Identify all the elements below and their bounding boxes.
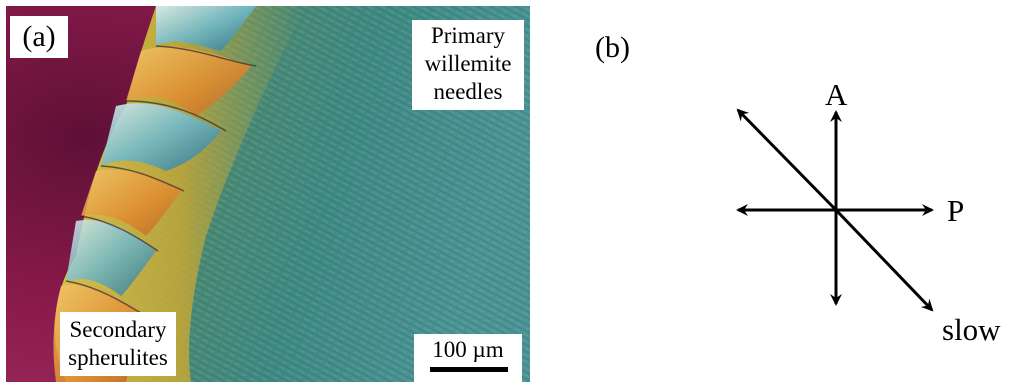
polarizer-orientation-diagram: A P slow [736, 77, 1001, 347]
primary-label-line-1: Primary [430, 23, 506, 48]
primary-label-line-3: needles [433, 79, 503, 104]
scale-bar-label: 100 µm [432, 337, 504, 362]
slow-axis-label: slow [942, 312, 1001, 347]
panel-a-label: (a) [10, 16, 68, 58]
polarizer-label: P [947, 193, 964, 228]
primary-label-line-2: willemite [424, 51, 512, 76]
secondary-label-line-2: spherulites [68, 345, 168, 370]
micrograph-panel: (a) Primary willemite needles Secondary … [6, 6, 530, 382]
scale-bar [430, 367, 508, 372]
slow-axis-arrow-back [736, 108, 838, 212]
slow-axis-arrow [834, 208, 934, 312]
panel-b-label: (b) [595, 31, 630, 64]
secondary-label-line-1: Secondary [69, 317, 167, 342]
analyzer-label: A [825, 77, 848, 112]
primary-needles-label: Primary willemite needles [412, 20, 524, 110]
secondary-spherulites-label: Secondary spherulites [60, 312, 176, 376]
scale-bar-box: 100 µm [414, 334, 522, 382]
